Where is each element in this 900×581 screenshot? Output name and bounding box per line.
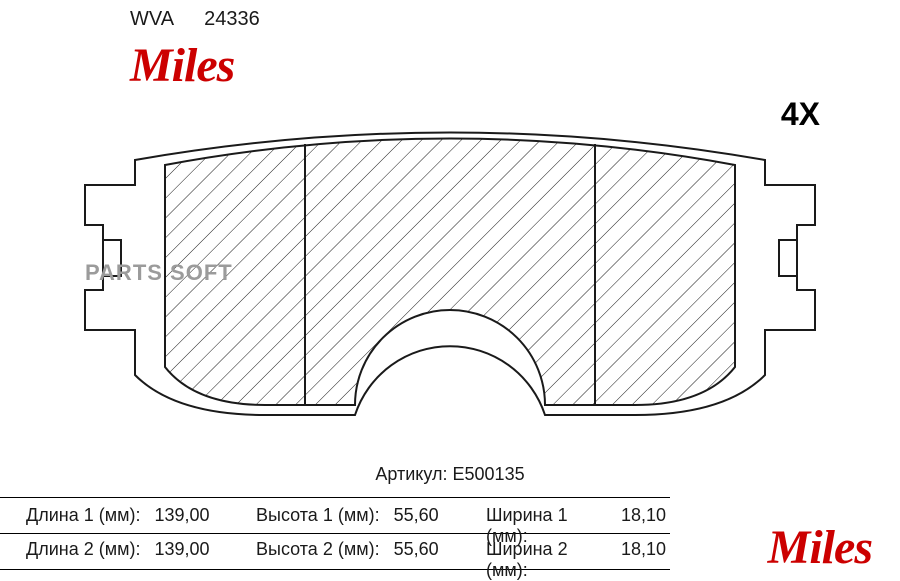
page: WVA 24336 Miles 4X Miles [0, 0, 900, 581]
wva-label: WVA [130, 8, 174, 31]
article-label: Артикул: [375, 464, 447, 484]
dim-row-2: Длина 2 (мм): 139,00 Высота 2 (мм): 55,6… [26, 539, 666, 581]
brand-logo-text: Miles [130, 39, 234, 92]
right-ear-notch [779, 240, 797, 276]
brake-pad-svg [75, 130, 825, 420]
dim-value: 139,00 [154, 539, 209, 581]
article-row: Артикул: E500135 [0, 464, 900, 485]
dim-width-2: Ширина 2 (мм): 18,10 [486, 539, 666, 581]
dim-value: 55,60 [394, 539, 439, 581]
rule-top [0, 497, 670, 498]
dim-label: Высота 2 (мм): [256, 539, 380, 581]
dim-height-2: Высота 2 (мм): 55,60 [256, 539, 486, 581]
quantity-label: 4X [781, 96, 820, 133]
brake-pad-diagram [75, 130, 825, 420]
brand-logo-top: Miles [130, 38, 234, 93]
dim-length-2: Длина 2 (мм): 139,00 [26, 539, 256, 581]
wva-row: WVA 24336 [130, 8, 260, 31]
article-value: E500135 [453, 464, 525, 484]
left-ear-notch [103, 240, 121, 276]
dim-label: Ширина 2 (мм): [486, 539, 607, 581]
dim-label: Длина 2 (мм): [26, 539, 140, 581]
wva-number: 24336 [204, 8, 260, 31]
brand-logo-bottom: Miles [768, 520, 872, 575]
dim-value: 18,10 [621, 539, 666, 581]
dimensions-block: Длина 1 (мм): 139,00 Высота 1 (мм): 55,6… [0, 497, 900, 581]
